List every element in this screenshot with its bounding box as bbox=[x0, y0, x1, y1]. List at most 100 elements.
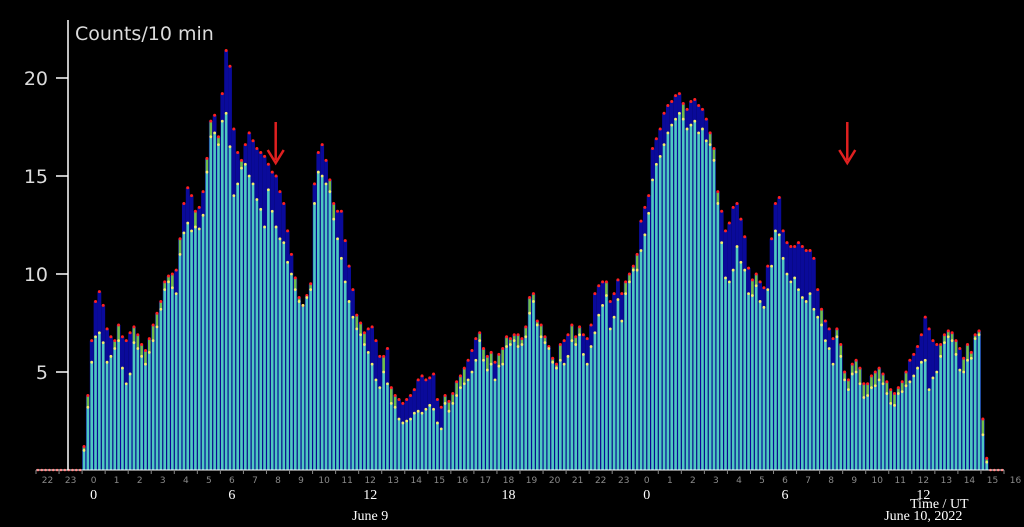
point-upper bbox=[167, 274, 171, 278]
point-lower bbox=[662, 143, 666, 147]
point-lower bbox=[839, 354, 843, 358]
bar-lower bbox=[244, 164, 247, 471]
point-lower bbox=[316, 170, 320, 174]
point-lower bbox=[97, 331, 101, 335]
bar-lower bbox=[290, 274, 293, 470]
point-upper bbox=[927, 327, 931, 331]
point-lower bbox=[332, 217, 336, 221]
point-lower bbox=[144, 362, 147, 366]
bar-lower bbox=[397, 419, 401, 470]
point-upper bbox=[624, 280, 628, 284]
bar-overlap bbox=[355, 315, 359, 329]
point-upper bbox=[877, 366, 881, 370]
point-upper bbox=[566, 333, 570, 337]
point-lower bbox=[601, 303, 604, 307]
hour-label: 7 bbox=[252, 476, 258, 486]
point-upper bbox=[412, 388, 416, 392]
point-lower bbox=[762, 305, 766, 309]
series-lower-bars bbox=[82, 103, 989, 471]
bar-lower bbox=[159, 309, 163, 470]
bar-lower bbox=[163, 289, 167, 470]
bar-overlap bbox=[393, 395, 397, 408]
point-upper bbox=[297, 296, 301, 300]
point-upper bbox=[651, 147, 655, 151]
point-lower bbox=[916, 366, 919, 370]
bar-lower bbox=[678, 113, 681, 470]
point-lower bbox=[966, 358, 969, 362]
major-tick-label: 18 bbox=[501, 488, 515, 503]
bar-lower bbox=[462, 383, 466, 470]
point-upper bbox=[796, 241, 800, 245]
point-upper bbox=[466, 358, 470, 362]
bar-overlap bbox=[113, 340, 117, 349]
point-lower bbox=[90, 360, 94, 364]
bar-lower bbox=[593, 332, 597, 470]
point-upper bbox=[551, 356, 555, 360]
bar-lower bbox=[482, 360, 485, 470]
point-lower bbox=[981, 433, 985, 437]
point-upper bbox=[639, 219, 643, 223]
bar-lower bbox=[681, 119, 685, 470]
bar-lower bbox=[194, 226, 197, 470]
point-lower bbox=[774, 229, 777, 233]
point-lower bbox=[881, 382, 885, 386]
point-lower bbox=[666, 131, 670, 135]
bar-lower bbox=[409, 419, 412, 470]
bar-lower bbox=[124, 383, 128, 470]
hour-label: 19 bbox=[526, 476, 538, 486]
bar-lower bbox=[943, 342, 946, 470]
bar-lower bbox=[459, 387, 462, 470]
hour-label: 16 bbox=[1010, 476, 1022, 486]
point-lower bbox=[973, 337, 977, 341]
bar-overlap bbox=[382, 356, 385, 372]
bar-lower bbox=[251, 183, 255, 470]
hour-label: 14 bbox=[964, 476, 976, 486]
point-upper bbox=[109, 335, 113, 339]
bar-lower bbox=[240, 168, 243, 470]
point-upper bbox=[666, 103, 670, 107]
point-upper bbox=[777, 196, 781, 200]
point-lower bbox=[835, 335, 839, 339]
point-lower bbox=[432, 407, 435, 411]
hour-label: 5 bbox=[206, 476, 212, 486]
point-upper bbox=[243, 143, 247, 147]
bar-lower bbox=[255, 199, 259, 470]
point-lower bbox=[800, 296, 804, 299]
x-axis-label: Time / UT bbox=[910, 497, 969, 512]
bar-lower bbox=[336, 238, 339, 470]
point-upper bbox=[378, 354, 382, 358]
bar-lower bbox=[578, 334, 581, 470]
bar-overlap bbox=[389, 387, 393, 404]
point-upper bbox=[339, 209, 343, 213]
bar-overlap bbox=[889, 389, 893, 404]
bar-lower bbox=[716, 203, 720, 470]
hour-label: 1 bbox=[114, 476, 120, 486]
point-upper bbox=[724, 229, 728, 233]
bar-lower bbox=[628, 281, 631, 470]
arrow-head bbox=[838, 149, 857, 166]
point-upper bbox=[193, 209, 197, 213]
point-upper bbox=[954, 339, 958, 343]
bar-lower bbox=[121, 368, 124, 470]
bar-lower bbox=[689, 125, 693, 470]
point-upper bbox=[147, 337, 151, 341]
point-upper bbox=[389, 386, 393, 390]
hour-label: 10 bbox=[318, 476, 330, 486]
bar-lower bbox=[751, 295, 754, 470]
point-lower bbox=[497, 364, 501, 368]
point-lower bbox=[827, 347, 831, 350]
point-upper bbox=[716, 190, 720, 194]
bar-overlap bbox=[881, 373, 885, 384]
bar-overlap bbox=[140, 344, 143, 357]
bar-overlap bbox=[873, 372, 877, 386]
point-lower bbox=[727, 280, 731, 284]
bar-lower bbox=[439, 428, 443, 470]
point-upper bbox=[82, 444, 86, 448]
point-lower bbox=[777, 233, 781, 237]
hour-label: 15 bbox=[987, 476, 998, 486]
bar-lower bbox=[908, 381, 912, 470]
bar-overlap bbox=[962, 358, 965, 372]
bar-lower bbox=[720, 242, 723, 470]
bar-overlap bbox=[209, 121, 213, 137]
